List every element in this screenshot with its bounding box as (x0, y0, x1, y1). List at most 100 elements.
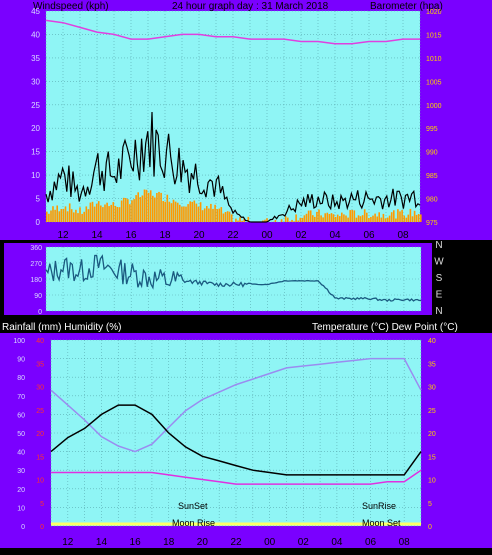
moonset-annotation: Moon Set (362, 518, 401, 528)
wind-tick-label: 20 (31, 124, 40, 133)
wind-avg-bar (224, 212, 227, 222)
bottom-gridlines (50, 339, 422, 527)
wind-avg-bar (152, 195, 154, 222)
wind-avg-bar (112, 202, 115, 222)
wind-avg-bar (247, 216, 250, 222)
bottom-x-tick-label: 06 (365, 537, 377, 548)
wind-avg-bar (305, 213, 308, 222)
wind-avg-bar (380, 217, 383, 222)
temperature-series-line (50, 404, 422, 476)
baro-tick-label: 1010 (426, 56, 442, 63)
rain-tick-label: 40 (36, 338, 44, 345)
wind-avg-bar (135, 195, 137, 222)
wind-avg-bar (413, 210, 416, 222)
wind-avg-bar (166, 194, 169, 222)
wind-avg-bar (179, 204, 181, 222)
bottom-x-axis-ticks: 12 14 16 18 20 22 00 02 04 06 08 (62, 537, 410, 548)
wind-avg-bar (114, 205, 117, 222)
wind-tick-label: 5 (36, 195, 41, 204)
wind-avg-bar (241, 220, 243, 222)
wind-avg-bar (328, 214, 331, 222)
dir-axis-ticks: 0 90 180 270 360 (30, 245, 42, 316)
temp-tick-label: 40 (428, 338, 436, 345)
humidity-tick-label: 70 (17, 394, 25, 401)
top-right-title: Barometer (hpa) (370, 1, 443, 12)
humidity-tick-label: 30 (17, 468, 25, 475)
moonrise-annotation: Moon Rise (172, 518, 215, 528)
wind-avg-bar (191, 201, 193, 222)
baro-tick-label: 975 (426, 220, 438, 227)
humidity-tick-label: 10 (17, 505, 25, 512)
wind-avg-bar (345, 215, 347, 222)
top-x-tick-label: 00 (261, 230, 273, 241)
humidity-tick-label: 90 (17, 357, 25, 364)
wind-tick-label: 25 (31, 101, 40, 110)
wind-avg-bar (226, 211, 229, 222)
wind-avg-bar (216, 209, 218, 222)
wind-avg-bar (363, 209, 366, 222)
baro-tick-label: 980 (426, 197, 438, 204)
top-x-tick-label: 16 (125, 230, 137, 241)
wind-avg-bar (137, 192, 139, 222)
wind-avg-bar (125, 198, 127, 222)
wind-avg-bar (199, 202, 202, 222)
humidity-tick-label: 100 (13, 338, 25, 345)
wind-avg-bar (68, 203, 71, 222)
bottom-x-tick-label: 16 (130, 537, 142, 548)
wind-avg-bar (222, 213, 225, 222)
wind-avg-bar (291, 219, 293, 222)
wind-avg-bar (228, 211, 231, 222)
top-x-tick-label: 12 (57, 230, 69, 241)
sunrise-annotation: SunRise (362, 501, 396, 511)
top-x-tick-label: 02 (295, 230, 307, 241)
wind-direction-series-line (45, 254, 422, 302)
wind-avg-bar (102, 207, 104, 222)
temp-tick-label: 5 (428, 501, 432, 508)
wind-avg-bar (87, 209, 90, 222)
temp-tick-label: 35 (428, 361, 436, 368)
compass-label: N (435, 306, 442, 317)
wind-avg-bar (280, 219, 283, 222)
wind-avg-bar (301, 217, 304, 222)
wind-avg-bar (189, 201, 191, 222)
wind-avg-bar (339, 216, 341, 222)
wind-avg-bar (110, 204, 112, 222)
bottom-x-tick-label: 12 (62, 537, 74, 548)
wind-avg-bar (197, 206, 200, 222)
wind-axis-ticks: 0 5 10 15 20 25 30 35 40 45 (31, 7, 40, 227)
wind-avg-bar (185, 206, 187, 222)
top-x-tick-label: 04 (329, 230, 341, 241)
wind-avg-bar (407, 214, 410, 222)
wind-avg-bar (230, 214, 233, 222)
wind-tick-label: 15 (31, 148, 40, 157)
wind-avg-bar (210, 203, 212, 222)
rain-tick-label: 10 (36, 478, 44, 485)
wind-avg-bar (75, 209, 77, 222)
wind-avg-bar (235, 218, 237, 222)
wind-avg-bar (108, 206, 110, 222)
rain-tick-label: 15 (36, 454, 44, 461)
baro-tick-label: 995 (426, 126, 438, 133)
wind-avg-bar (60, 209, 63, 222)
wind-avg-bar (374, 213, 376, 222)
wind-avg-bar (147, 192, 150, 222)
dir-gridlines (45, 246, 422, 312)
wind-avg-bar (266, 218, 268, 222)
rain-tick-label: 5 (40, 501, 44, 508)
wind-avg-bar (353, 210, 356, 222)
barometer-series-line (45, 19, 420, 45)
wind-avg-bar (58, 211, 61, 222)
top-center-title: 24 hour graph day : 31 March 2018 (172, 1, 329, 12)
wind-tick-label: 0 (36, 218, 41, 227)
wind-avg-bar (93, 206, 96, 222)
top-x-tick-label: 08 (397, 230, 409, 241)
wind-avg-bar (349, 210, 351, 222)
wind-avg-bar (95, 203, 98, 222)
wind-avg-bar (390, 212, 393, 222)
wind-avg-bar (303, 215, 306, 222)
wind-avg-bar (56, 205, 58, 222)
humidity-tick-label: 80 (17, 375, 25, 382)
wind-avg-bar (237, 220, 239, 222)
wind-avg-bar (133, 199, 135, 222)
